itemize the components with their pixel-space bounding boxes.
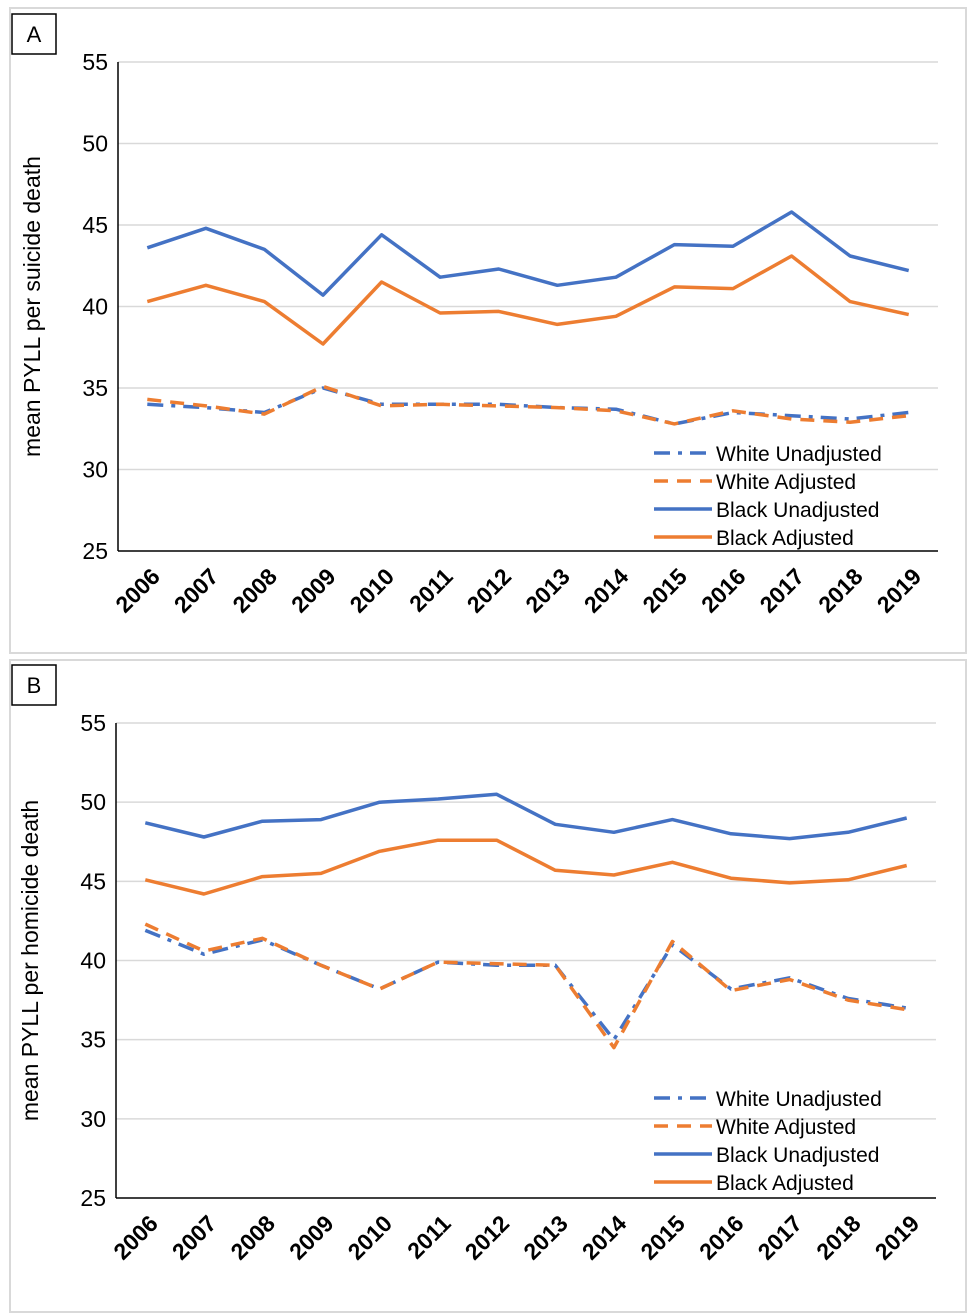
x-tick-label: 2010 (345, 563, 400, 618)
y-tick-label: 25 (82, 538, 108, 564)
x-tick-label: 2017 (755, 563, 810, 618)
legend-label: Black Unadjusted (716, 499, 879, 522)
panel-label: A (27, 22, 42, 47)
x-tick-label: 2009 (286, 563, 341, 618)
series-line-white-unadjusted (144, 928, 907, 1042)
x-tick-label: 2017 (753, 1210, 808, 1265)
x-tick-label: 2018 (811, 1210, 866, 1265)
x-tick-label: 2008 (225, 1210, 280, 1265)
panel-label-box (11, 664, 57, 706)
x-tick-label: 2014 (579, 563, 634, 618)
legend-label: White Unadjusted (716, 443, 882, 466)
x-tick-label: 2006 (108, 1210, 163, 1265)
panel-frame (9, 7, 967, 654)
x-tick-label: 2018 (813, 563, 868, 618)
x-tick-label: 2013 (520, 563, 575, 618)
panel-label-box (11, 13, 57, 55)
y-tick-label: 55 (82, 49, 108, 75)
series-line-white-adjusted (144, 922, 907, 1050)
y-tick-label: 40 (82, 294, 108, 320)
x-tick-label: 2013 (518, 1210, 573, 1265)
y-tick-label: 55 (80, 710, 106, 736)
series-line-black-adjusted (146, 254, 910, 346)
series-line-black-unadjusted (144, 792, 908, 841)
legend-label: White Adjusted (716, 471, 856, 494)
x-tick-label: 2012 (462, 563, 517, 618)
legend-label: White Unadjusted (716, 1088, 882, 1111)
x-tick-label: 2015 (637, 563, 692, 618)
x-tick-label: 2007 (169, 563, 224, 618)
y-tick-label: 35 (80, 1027, 106, 1053)
legend-label: Black Unadjusted (716, 1144, 879, 1167)
y-axis-label: mean PYLL per suicide death (19, 156, 45, 457)
x-tick-label: 2016 (696, 563, 751, 618)
x-tick-label: 2014 (577, 1210, 632, 1265)
y-tick-label: 30 (80, 1106, 106, 1132)
y-tick-label: 45 (80, 868, 106, 894)
legend-label: White Adjusted (716, 1116, 856, 1139)
legend-label: Black Adjusted (716, 527, 854, 550)
x-tick-label: 2015 (635, 1210, 690, 1265)
x-tick-label: 2016 (694, 1210, 749, 1265)
y-axis-label: mean PYLL per homicide death (17, 800, 43, 1121)
panel-label: B (27, 673, 42, 698)
x-tick-label: 2011 (404, 563, 458, 617)
y-tick-label: 50 (82, 131, 108, 157)
series-line-black-adjusted (144, 838, 908, 896)
y-tick-label: 50 (80, 789, 106, 815)
panel-frame (9, 659, 967, 1313)
x-tick-label: 2011 (402, 1210, 456, 1264)
x-tick-label: 2009 (284, 1210, 339, 1265)
y-tick-label: 45 (82, 212, 108, 238)
y-tick-label: 30 (82, 457, 108, 483)
x-tick-label: 2010 (343, 1210, 398, 1265)
y-tick-label: 40 (80, 948, 106, 974)
x-tick-label: 2019 (870, 1210, 925, 1265)
legend-label: Black Adjusted (716, 1172, 854, 1195)
y-tick-label: 25 (80, 1185, 106, 1211)
x-tick-label: 2019 (872, 563, 927, 618)
x-tick-label: 2007 (167, 1210, 222, 1265)
y-tick-label: 35 (82, 375, 108, 401)
series-line-white-adjusted (147, 384, 909, 426)
x-tick-label: 2006 (110, 563, 165, 618)
series-line-black-unadjusted (146, 210, 910, 297)
x-tick-label: 2008 (227, 563, 282, 618)
x-tick-label: 2012 (460, 1210, 515, 1265)
